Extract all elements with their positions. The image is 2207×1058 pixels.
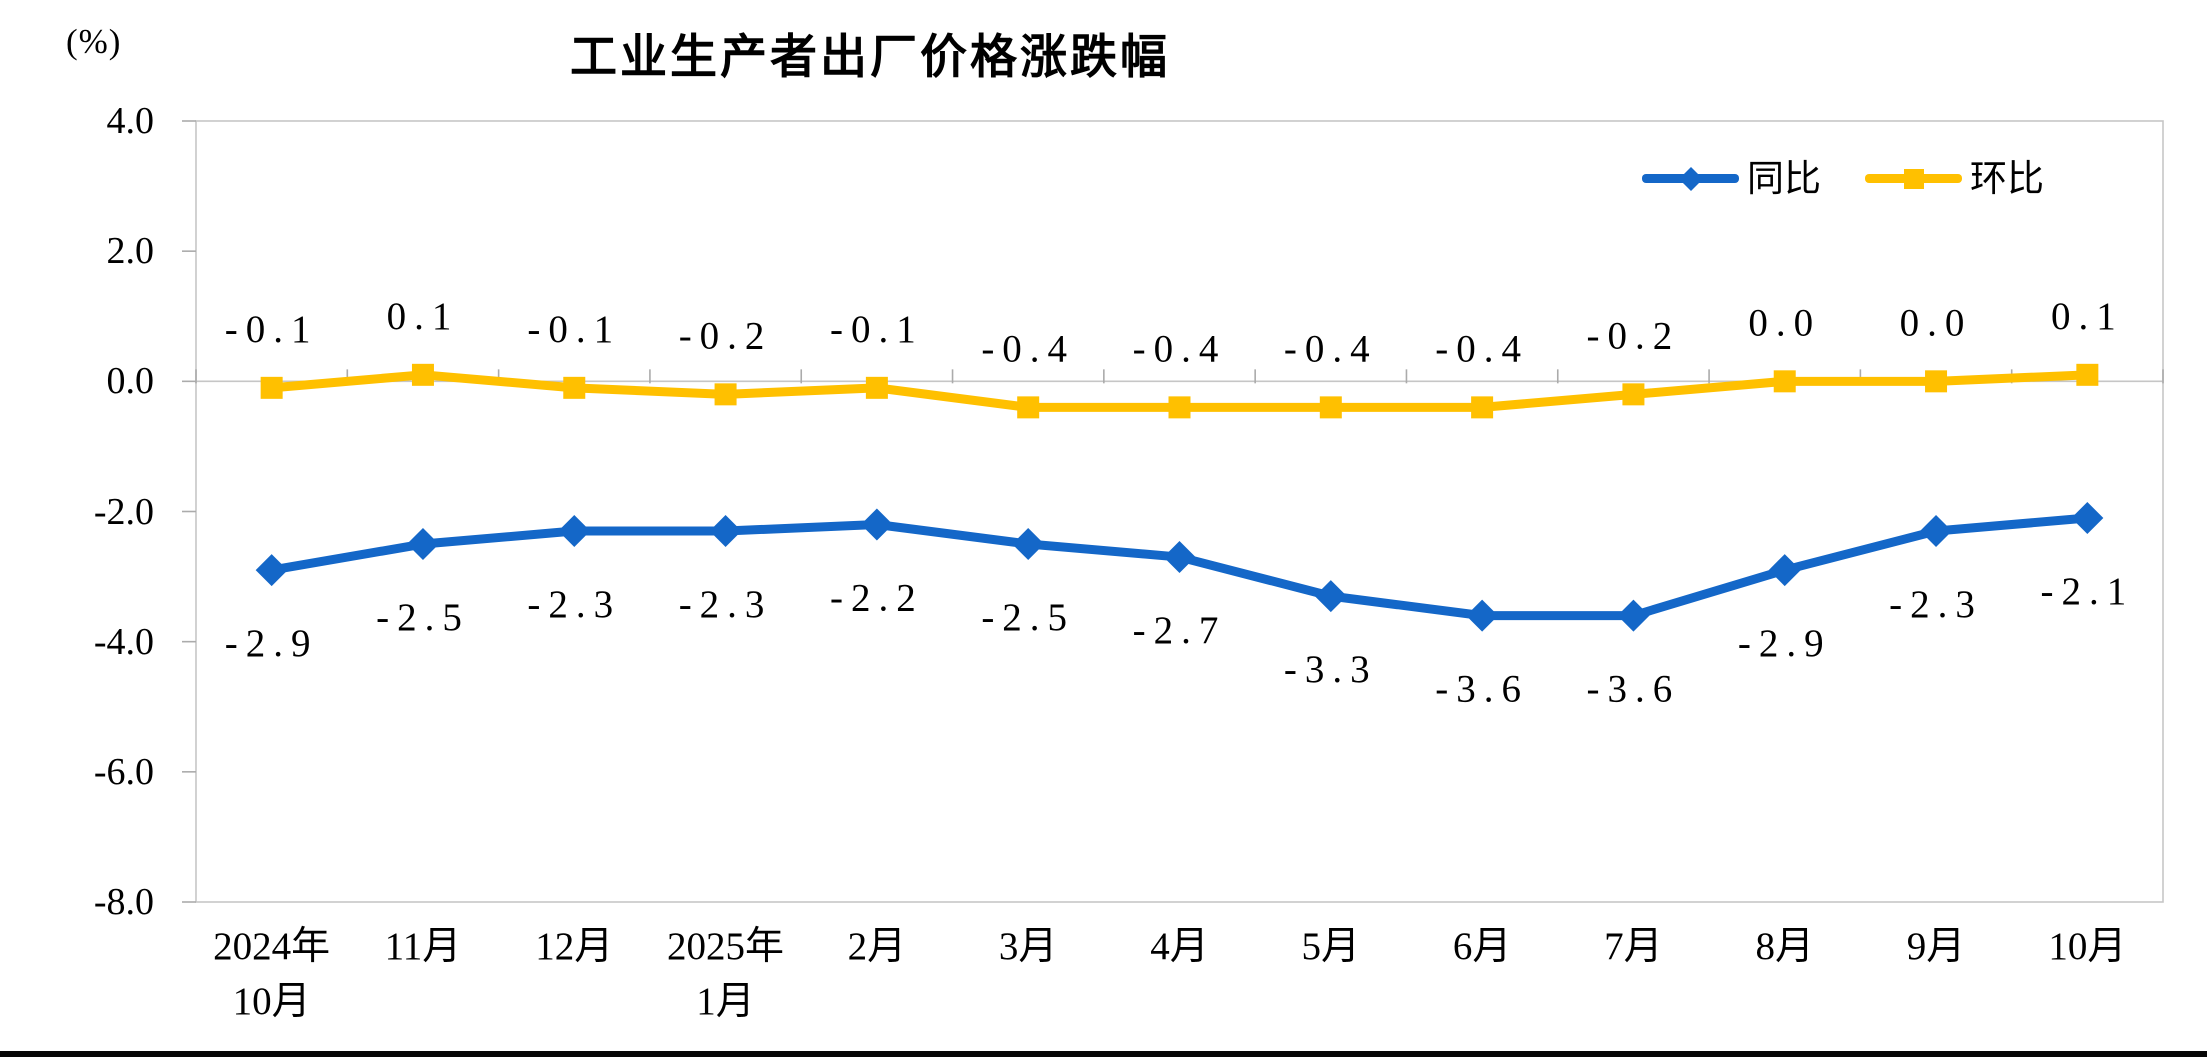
data-point-marker-huanbi: [1319, 396, 1342, 419]
data-point-marker-huanbi: [260, 376, 283, 399]
data-label-tongbi: -2.3: [679, 583, 773, 626]
x-axis-tick-label: 10月: [2048, 925, 2127, 968]
y-axis-tick-label: -4.0: [93, 620, 154, 663]
diamond-marker-icon: [1678, 166, 1703, 191]
data-label-tongbi: -2.9: [1738, 622, 1832, 665]
y-axis-tick-label: 2.0: [106, 230, 155, 273]
data-label-tongbi: -2.7: [1133, 609, 1227, 652]
data-point-marker-huanbi: [411, 363, 434, 386]
square-marker-icon: [1903, 168, 1924, 189]
data-label-tongbi: -2.9: [225, 622, 319, 665]
data-label-huanbi: -0.4: [1133, 327, 1227, 370]
data-label-tongbi: -2.5: [376, 596, 470, 639]
data-point-marker-huanbi: [865, 376, 888, 399]
y-axis-tick-label: 0.0: [106, 360, 155, 403]
data-label-huanbi: 0.0: [1900, 301, 1973, 344]
data-label-tongbi: -3.3: [1284, 648, 1378, 691]
data-point-marker-tongbi: [1617, 599, 1650, 632]
data-label-huanbi: 0.0: [1748, 301, 1821, 344]
y-axis-tick-label: -6.0: [93, 750, 154, 793]
data-point-marker-huanbi: [1471, 396, 1494, 419]
data-label-huanbi: -0.1: [225, 308, 319, 351]
x-axis-tick-label: 5月: [1301, 925, 1361, 968]
x-axis-tick-label: 2月: [847, 925, 907, 968]
data-point-marker-huanbi: [563, 376, 586, 399]
data-point-marker-huanbi: [1925, 370, 1948, 393]
data-point-marker-tongbi: [1768, 554, 1801, 587]
data-label-tongbi: -2.5: [981, 596, 1075, 639]
data-point-marker-tongbi: [1920, 515, 1953, 548]
legend-line-sample-tongbi: [1642, 166, 1739, 191]
data-point-marker-tongbi: [558, 515, 591, 548]
x-axis-tick-label: 4月: [1150, 925, 1209, 968]
y-axis-tick-label: 4.0: [106, 100, 155, 142]
x-axis-tick-label: 7月: [1604, 925, 1663, 968]
data-label-huanbi: -0.2: [1587, 314, 1681, 357]
data-label-tongbi: -3.6: [1587, 668, 1681, 711]
legend-item-huanbi: 环比: [1865, 160, 2044, 197]
data-label-huanbi: 0.1: [2051, 295, 2124, 338]
data-point-marker-tongbi: [1466, 599, 1499, 632]
data-point-marker-huanbi: [1622, 383, 1645, 406]
data-label-tongbi: -2.2: [830, 577, 924, 620]
x-axis-tick-label: 6月: [1452, 925, 1512, 968]
plot-border: [195, 120, 2164, 903]
data-label-huanbi: -0.1: [830, 308, 924, 351]
data-point-marker-tongbi: [709, 515, 742, 548]
data-label-huanbi: -0.2: [679, 314, 773, 357]
x-axis-tick-label: 2025年 1月: [667, 925, 785, 1023]
data-point-marker-tongbi: [1314, 580, 1347, 613]
x-axis-tick-label: 2024年 10月: [213, 925, 331, 1023]
y-axis-tick-label: -2.0: [93, 490, 154, 533]
data-point-marker-huanbi: [1168, 396, 1191, 419]
data-label-tongbi: -2.3: [527, 583, 621, 626]
chart-title: 工业生产者出厂价格涨跌幅: [570, 30, 1170, 83]
bottom-bar: [0, 1051, 2207, 1057]
legend-item-tongbi: 同比: [1642, 160, 1821, 197]
data-label-huanbi: 0.1: [387, 295, 460, 338]
data-point-marker-tongbi: [2071, 502, 2104, 535]
x-axis-tick-label: 9月: [1906, 925, 1966, 968]
legend-label-tongbi: 同比: [1747, 158, 1821, 199]
data-point-marker-huanbi: [1773, 370, 1796, 393]
data-label-huanbi: -0.1: [527, 308, 621, 351]
x-axis-tick-label: 3月: [998, 925, 1058, 968]
data-label-huanbi: -0.4: [981, 327, 1075, 370]
data-point-marker-tongbi: [1163, 541, 1196, 574]
data-point-marker-tongbi: [255, 554, 288, 587]
x-axis-tick-label: 11月: [384, 925, 462, 968]
data-label-tongbi: -2.1: [2040, 570, 2134, 613]
data-point-marker-huanbi: [714, 383, 737, 406]
legend-line-sample-huanbi: [1865, 168, 1962, 189]
data-label-huanbi: -0.4: [1284, 327, 1378, 370]
x-axis-tick-label: 8月: [1755, 925, 1814, 968]
data-point-marker-tongbi: [406, 528, 439, 561]
y-axis-tick-label: -8.0: [93, 881, 154, 923]
data-point-marker-huanbi: [1017, 396, 1040, 419]
data-label-huanbi: -0.4: [1435, 327, 1529, 370]
data-point-marker-tongbi: [860, 508, 893, 541]
legend: 同比 环比: [1642, 160, 2044, 197]
data-label-tongbi: -3.6: [1435, 668, 1529, 711]
x-axis-tick-label: 12月: [535, 925, 614, 968]
data-point-marker-tongbi: [1012, 528, 1045, 561]
legend-label-huanbi: 环比: [1970, 158, 2044, 199]
data-point-marker-huanbi: [2076, 363, 2099, 386]
y-axis-unit-label: (%): [66, 22, 122, 61]
data-label-tongbi: -2.3: [1889, 583, 1983, 626]
